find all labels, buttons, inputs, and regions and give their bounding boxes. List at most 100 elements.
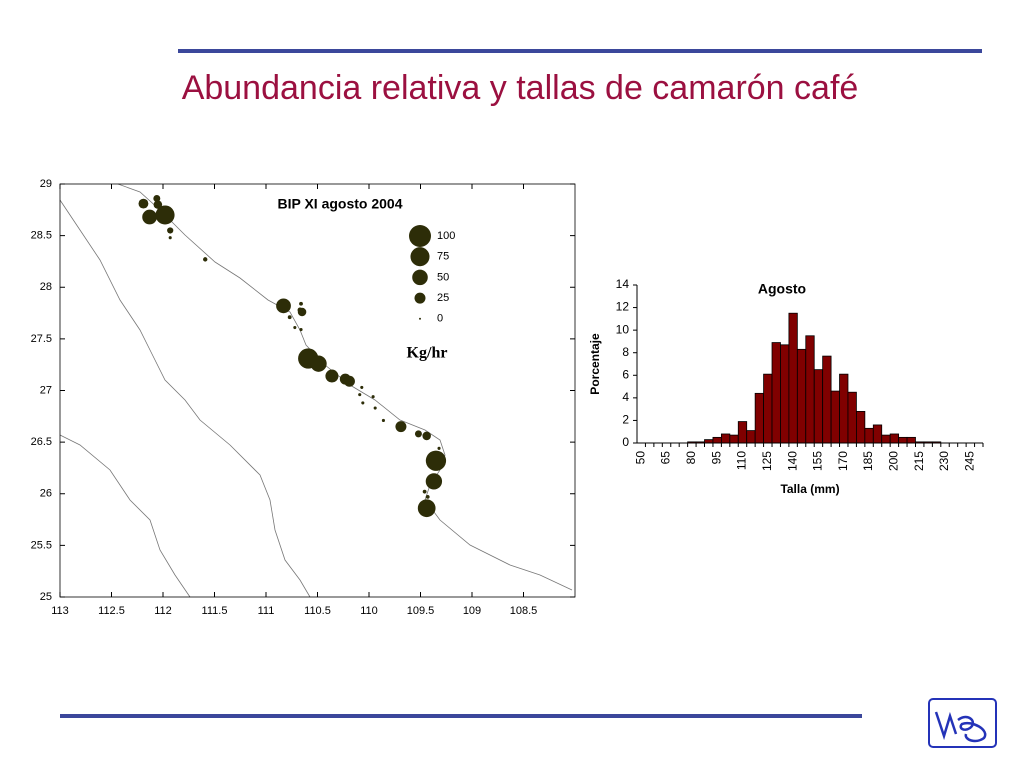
y-tick-label: 29 (40, 178, 52, 190)
legend-label: 50 (437, 271, 449, 283)
bubble (138, 198, 149, 209)
bubble (373, 406, 377, 410)
x-tick-label: 155 (811, 451, 825, 471)
bar (771, 342, 781, 444)
bar (780, 344, 790, 444)
bar (788, 312, 798, 444)
x-tick-label: 125 (760, 451, 774, 471)
x-tick-label: 112 (154, 605, 172, 617)
y-tick-label: 26 (40, 488, 52, 500)
x-tick-label: 245 (963, 451, 977, 471)
bubble (360, 385, 364, 389)
bubble (425, 450, 447, 471)
bar (754, 392, 764, 444)
x-tick-label: 215 (912, 451, 926, 471)
bar (881, 434, 891, 444)
bubble (417, 499, 436, 518)
x-tick-label: 111.5 (202, 605, 228, 617)
bubble (358, 393, 362, 397)
bar (822, 355, 832, 444)
bar (712, 436, 722, 444)
y-tick-label: 10 (616, 322, 630, 336)
x-tick-label: 108.5 (510, 605, 538, 617)
bar (872, 424, 883, 444)
bar (839, 373, 849, 444)
bubble (299, 328, 303, 332)
bubble (297, 307, 307, 317)
bar (864, 427, 874, 444)
bar (906, 436, 916, 444)
bubble (167, 227, 174, 234)
legend-bubble (414, 292, 426, 304)
bar (746, 430, 756, 444)
bubble (437, 446, 441, 450)
y-tick-label: 25 (40, 591, 52, 603)
x-tick-label: 230 (937, 451, 951, 471)
bar (813, 369, 824, 444)
coastline (59, 183, 573, 598)
bar (847, 391, 857, 444)
slide-title: Abundancia relativa y tallas de camarón … (182, 69, 859, 107)
bubble (414, 430, 422, 438)
bubble (155, 205, 175, 225)
bar (729, 434, 739, 444)
bar (898, 436, 908, 444)
bubble (168, 236, 172, 240)
bar (856, 410, 866, 444)
legend-label: 0 (437, 313, 443, 325)
logo (928, 698, 997, 748)
bubble (276, 298, 291, 314)
x-tick-label: 110 (735, 451, 749, 470)
bubble (153, 194, 161, 202)
legend-bubble (409, 225, 431, 247)
bubble (395, 421, 407, 433)
bubble (310, 355, 327, 372)
bubble (381, 418, 385, 422)
x-axis-label: Talla (mm) (780, 482, 839, 496)
y-tick-label: 27 (40, 384, 52, 396)
bar (796, 348, 807, 444)
bubble (153, 200, 163, 209)
x-tick-label: 113 (51, 605, 69, 617)
bubble (422, 489, 427, 494)
bar (704, 439, 714, 444)
bubble (203, 257, 208, 262)
bubble (371, 395, 375, 399)
x-tick-label: 112.5 (98, 605, 125, 617)
bubble (425, 494, 430, 499)
x-tick-label: 80 (684, 451, 698, 465)
y-tick-label: 0 (622, 435, 629, 449)
bubble (293, 325, 297, 330)
y-tick-label: 8 (622, 345, 629, 359)
bar (889, 433, 900, 444)
chart-title: BIP XI agosto 2004 (277, 196, 402, 212)
y-tick-label: 2 (622, 413, 629, 427)
legend-label: 100 (437, 230, 455, 242)
bar (763, 373, 773, 444)
x-tick-label: 109.5 (407, 605, 435, 617)
legend-label: 75 (437, 251, 449, 263)
bubble (361, 401, 365, 405)
y-tick-label: 6 (622, 367, 629, 381)
plot-frame (59, 183, 576, 598)
y-tick-label: 14 (616, 277, 630, 291)
bubble (287, 315, 292, 320)
bubble (325, 369, 339, 383)
x-tick-label: 65 (659, 451, 673, 465)
x-tick-label: 185 (861, 451, 875, 471)
legend-bubble (410, 247, 430, 267)
bar (737, 421, 748, 444)
x-tick-label: 109 (463, 605, 481, 617)
y-tick-label: 26.5 (31, 436, 52, 448)
bubble (422, 431, 431, 441)
x-tick-label: 111 (258, 605, 275, 617)
bar (830, 390, 840, 444)
x-tick-label: 170 (836, 451, 850, 471)
bubble (299, 301, 303, 306)
y-tick-label: 25.5 (31, 539, 52, 551)
x-tick-label: 110.5 (304, 605, 331, 617)
y-axis-label: Porcentaje (588, 333, 602, 395)
x-tick-label: 110 (360, 605, 378, 617)
y-tick-label: 27.5 (31, 333, 52, 345)
